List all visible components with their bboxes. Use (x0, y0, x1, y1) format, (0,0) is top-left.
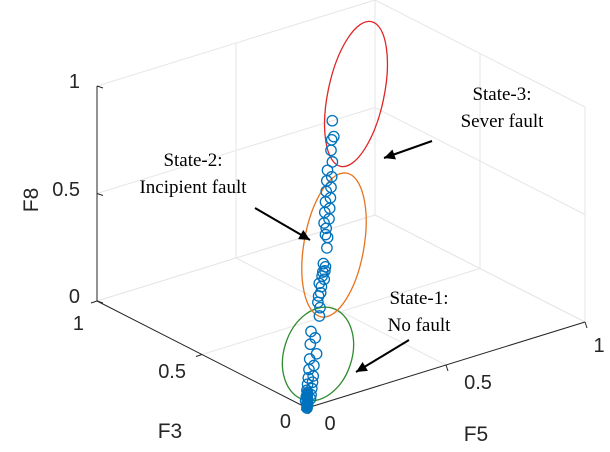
z-tick-1: 1 (69, 71, 80, 93)
y-tick-0: 0 (324, 413, 335, 435)
data-point-State-2-14 (321, 231, 334, 244)
state-ellipses (281, 20, 389, 402)
data-points (299, 114, 340, 414)
arrow-state-1-head (356, 361, 368, 372)
data-point-State-1-9 (306, 376, 319, 389)
z-tick-mark-0.5 (96, 193, 104, 196)
data-point-State-3-15 (325, 133, 338, 146)
state-3-desc: Sever fault (461, 111, 545, 132)
arrow-state-3-head (384, 149, 396, 160)
data-point-State-1-18 (305, 325, 317, 338)
data-point-State-3-16 (327, 130, 340, 143)
state-2-title: State-2: (163, 150, 222, 171)
data-point-State-2-11 (319, 260, 332, 273)
data-point-State-1-17 (309, 332, 322, 344)
data-point-State-3-17 (326, 114, 339, 127)
grid-back-z-1 (96, 0, 376, 87)
arrow-state-2-head (298, 230, 310, 240)
data-point-State-3-12 (321, 164, 334, 177)
data-point-cluster-9 (301, 386, 314, 398)
grid-floor-x-1 (96, 214, 376, 302)
data-point-State-1-10 (302, 372, 315, 384)
z-tick-0: 0 (69, 286, 80, 308)
data-point-State-2-12 (317, 257, 330, 270)
data-point-State-1-13 (308, 359, 320, 372)
y-tick-mark-1 (584, 321, 588, 329)
z-tick-0.5: 0.5 (52, 179, 80, 201)
z-tick-mark-0 (96, 300, 104, 304)
ellipse-state-3 (323, 20, 389, 168)
y-axis-label: F5 (464, 423, 489, 446)
annotation-arrows (254, 140, 433, 373)
y-tick-mark-0.5 (445, 364, 449, 372)
x-tick-1: 1 (73, 313, 84, 335)
y-tick-0.5: 0.5 (464, 372, 492, 394)
data-point-State-3-11 (325, 170, 338, 183)
data-point-State-1-15 (310, 347, 323, 360)
z-tick-mark-1 (96, 85, 104, 89)
state-1-desc: No fault (388, 315, 452, 336)
state-1-title: State-1: (389, 288, 448, 309)
x-axis-label: F3 (158, 420, 183, 443)
state-3-title: State-3: (472, 84, 531, 105)
x-tick-mark-1 (90, 300, 98, 304)
x-tick-mark-0.5 (195, 354, 203, 357)
y-tick-1: 1 (593, 335, 604, 357)
ellipse-state-1 (281, 306, 355, 402)
x-tick-0.5: 0.5 (158, 361, 186, 383)
grid-floor-y-0.5 (235, 257, 447, 366)
data-point-State-2-1 (314, 301, 326, 314)
data-point-State-2-10 (319, 265, 331, 277)
ellipse-state-2 (301, 172, 367, 318)
data-point-State-2-4 (314, 286, 327, 299)
z-axis-label: F8 (20, 188, 43, 213)
data-point-State-3-13 (326, 156, 339, 168)
data-point-State-2-13 (321, 242, 333, 254)
x-tick-0: 0 (280, 411, 291, 433)
grid-side-z-1 (374, 0, 586, 108)
data-point-State-3-0 (319, 228, 332, 241)
data-point-State-2-0 (313, 310, 326, 322)
state-2-desc: Incipient fault (139, 177, 247, 198)
data-point-State-2-7 (318, 273, 331, 286)
grid-lines (96, 0, 586, 409)
grid-floor-y-1 (374, 214, 586, 323)
